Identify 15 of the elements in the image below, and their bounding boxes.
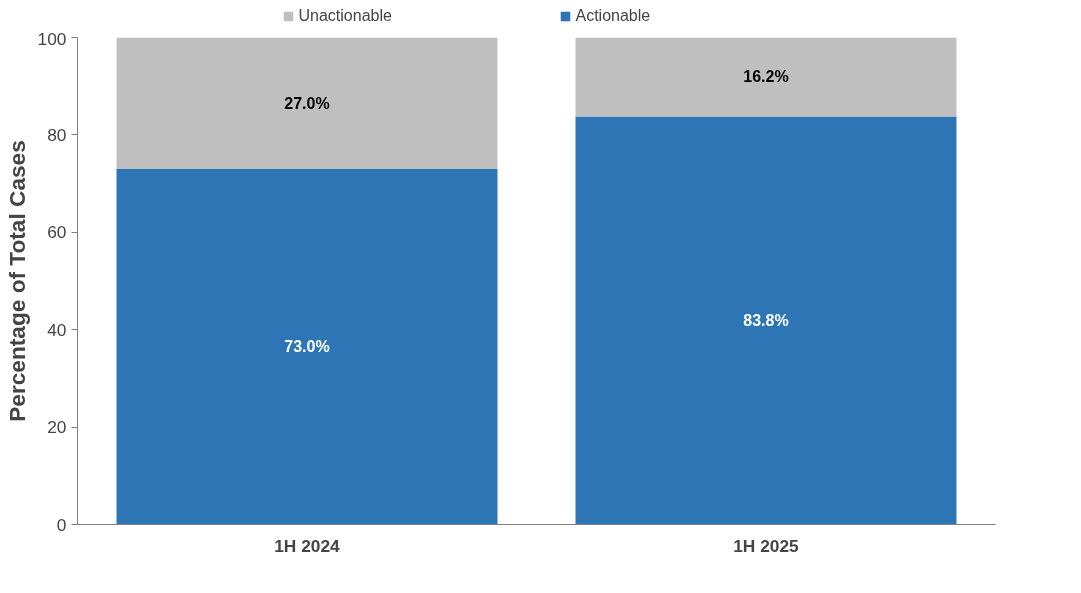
y-tick-label: 60 [47, 222, 67, 243]
legend-label: Unactionable [298, 7, 393, 25]
data-label: 16.2% [743, 68, 789, 86]
y-tick-label: 80 [47, 124, 67, 145]
x-tick-label: 1H 2024 [274, 535, 341, 556]
y-tick-label: 20 [47, 417, 67, 438]
y-tick-label: 0 [56, 514, 67, 535]
y-axis-title: Percentage of Total Cases [3, 140, 30, 422]
data-label: 83.8% [743, 311, 789, 329]
y-tick-label: 100 [37, 28, 67, 49]
legend-label: Actionable [575, 7, 652, 25]
data-label: 73.0% [284, 338, 330, 356]
x-tick-label: 1H 2025 [733, 535, 800, 556]
data-label: 27.0% [284, 94, 330, 112]
y-tick-label: 40 [47, 319, 67, 340]
